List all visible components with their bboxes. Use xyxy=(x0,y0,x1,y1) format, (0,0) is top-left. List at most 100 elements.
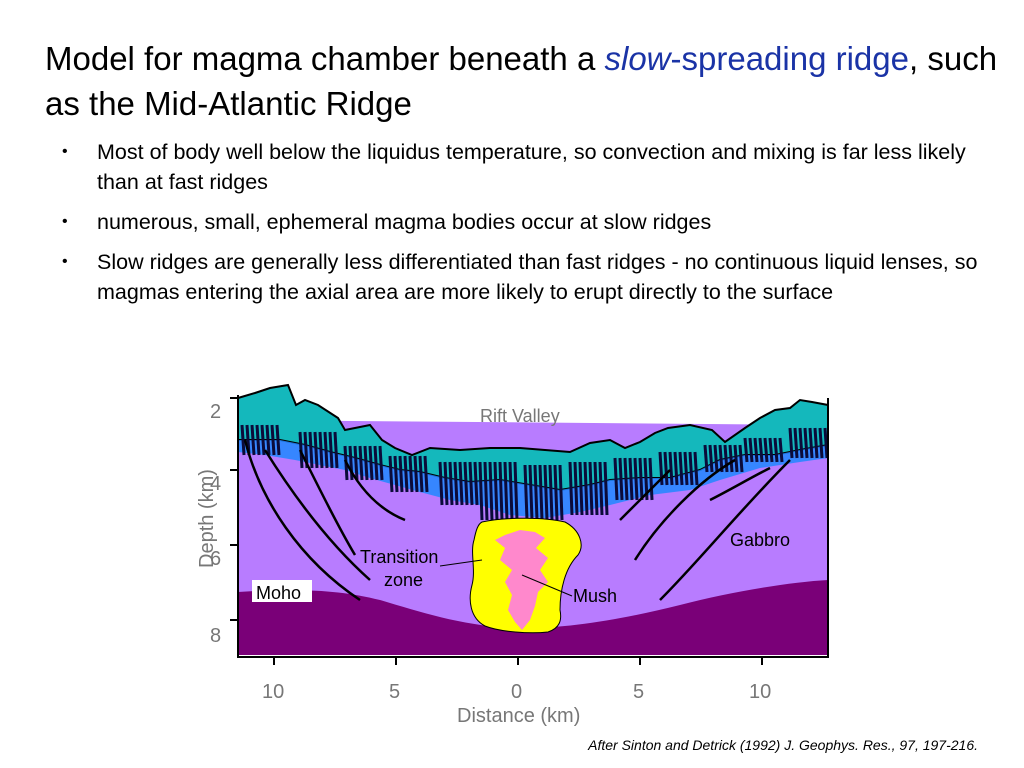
dike-stroke xyxy=(408,455,414,493)
axes-frame xyxy=(230,395,829,665)
dike-stroke xyxy=(703,444,709,473)
dike-stroke xyxy=(528,464,534,521)
dike-stroke xyxy=(688,451,694,486)
slide-title: Model for magma chamber beneath a slow-s… xyxy=(45,36,1005,126)
dike-stroke xyxy=(628,457,634,501)
dike-stroke xyxy=(818,427,824,459)
x-tick-label: 0 xyxy=(511,681,522,703)
bullet-text: Most of body well below the liquidus tem… xyxy=(97,140,966,194)
dike-stroke xyxy=(813,427,819,459)
dike-stroke xyxy=(558,464,564,521)
dike-stroke xyxy=(748,437,754,463)
dike-stroke xyxy=(723,444,729,473)
dike-stroke xyxy=(368,445,374,481)
dike-stroke xyxy=(758,437,764,463)
dike-stroke xyxy=(473,461,479,506)
dike-stroke xyxy=(788,427,794,459)
dike-stroke xyxy=(728,444,734,473)
dike-stroke xyxy=(423,455,429,493)
normal-faults xyxy=(243,439,791,602)
dike-stroke xyxy=(543,464,549,521)
title-part3: , such as the Mid-Atlantic Ridge xyxy=(45,40,998,122)
dike-stroke xyxy=(778,437,784,463)
y-tick-label: 6 xyxy=(210,548,221,570)
dike-stroke xyxy=(393,455,399,493)
dike-stroke xyxy=(668,451,674,486)
dike-stroke xyxy=(388,455,394,493)
dike-stroke xyxy=(358,445,364,481)
dike-stroke xyxy=(588,461,594,516)
dike-stroke xyxy=(353,445,359,481)
transition-label-line1: Transition xyxy=(360,547,438,567)
dike-stroke xyxy=(763,437,769,463)
dike-stroke xyxy=(678,451,684,486)
dike-stroke xyxy=(548,464,554,521)
dike-stroke xyxy=(768,437,774,463)
bullet-text: numerous, small, ephemeral magma bodies … xyxy=(97,210,712,234)
dike-stroke xyxy=(593,461,599,516)
dike-stroke xyxy=(598,461,604,516)
x-tick-label: 5 xyxy=(389,681,400,703)
bullet-item: • numerous, small, ephemeral magma bodies… xyxy=(62,207,992,237)
bullet-text: Slow ridges are generally less different… xyxy=(97,250,978,304)
dike-stroke xyxy=(693,451,699,486)
dike-stroke xyxy=(633,457,639,501)
dike-stroke xyxy=(533,464,539,521)
rift-valley-label: Rift Valley xyxy=(480,406,560,426)
title-slow: slow-spreading ridge xyxy=(604,40,909,77)
dike-stroke xyxy=(743,437,749,463)
dike-stroke xyxy=(403,455,409,493)
dike-stroke xyxy=(648,457,654,501)
dike-stroke xyxy=(378,445,384,481)
dike-stroke xyxy=(493,461,499,521)
bullet-item: • Slow ridges are generally less differen… xyxy=(62,247,992,307)
dike-stroke xyxy=(478,461,484,521)
dike-stroke xyxy=(483,461,489,521)
dike-stroke xyxy=(443,461,449,506)
sheeted-dikes xyxy=(240,424,829,521)
dike-stroke xyxy=(255,424,261,456)
dike-stroke xyxy=(498,461,504,521)
dike-stroke xyxy=(308,431,314,469)
moho-label-box xyxy=(252,580,312,602)
dike-stroke xyxy=(513,461,519,521)
dike-stroke xyxy=(823,427,829,459)
dike-stroke xyxy=(508,461,514,521)
dike-stroke xyxy=(488,461,494,521)
x-axis-label: Distance (km) xyxy=(457,705,580,727)
dike-stroke xyxy=(733,444,739,473)
dike-stroke xyxy=(453,461,459,506)
dike-stroke xyxy=(363,445,369,481)
dike-stroke xyxy=(323,431,329,469)
dike-stroke xyxy=(260,424,266,456)
dike-stroke xyxy=(673,451,679,486)
bullet-dot: • xyxy=(62,213,68,230)
bullet-list: • Most of body well below the liquidus te… xyxy=(62,137,992,317)
dike-stroke xyxy=(538,464,544,521)
dike-stroke xyxy=(738,444,744,473)
y-axis-label: Depth (km) xyxy=(196,469,218,568)
dike-stroke xyxy=(583,461,589,516)
dike-stroke xyxy=(578,461,584,516)
dike-stroke xyxy=(313,431,319,469)
cross-section-diagram: Rift Valley Gabbro Transition zone Mush … xyxy=(196,383,829,727)
dike-stroke xyxy=(240,424,246,456)
y-tick-label: 4 xyxy=(210,473,221,495)
gabbro-label: Gabbro xyxy=(730,530,790,550)
dike-stroke xyxy=(708,444,714,473)
mush-zone xyxy=(495,530,548,630)
dike-stroke xyxy=(413,455,419,493)
moho-label: Moho xyxy=(256,583,301,603)
dike-stroke xyxy=(270,424,276,456)
dike-stroke xyxy=(568,461,574,516)
dike-stroke xyxy=(808,427,814,459)
bullet-item: • Most of body well below the liquidus te… xyxy=(62,137,992,197)
dike-stroke xyxy=(683,451,689,486)
dike-stroke xyxy=(328,431,334,469)
dike-stroke xyxy=(438,461,444,506)
dike-stroke xyxy=(468,461,474,506)
title-part1: Model for magma chamber beneath a xyxy=(45,40,605,77)
dike-stroke xyxy=(398,455,404,493)
dike-stroke xyxy=(753,437,759,463)
dike-stroke xyxy=(793,427,799,459)
